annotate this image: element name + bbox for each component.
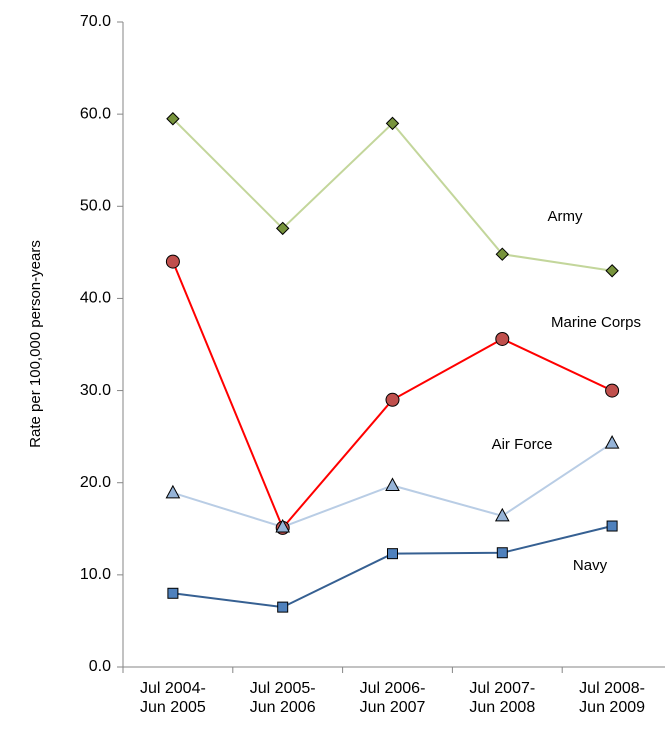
y-tick-label: 70.0 [80,13,111,30]
y-tick-label: 20.0 [80,474,111,491]
marker [385,477,400,491]
marker [165,484,181,499]
marker [496,547,508,559]
marker [605,264,619,278]
series-line [172,118,613,272]
y-tick-label: 10.0 [80,566,111,583]
x-tick-label-box: Jul 2006-Jun 2007 [359,680,426,716]
marker [385,116,400,131]
x-tick-label: Jul 2006-Jun 2007 [359,680,426,716]
x-tick-label-box: Jul 2005-Jun 2006 [249,680,316,716]
series-label: Marine Corps [551,314,641,331]
marker [387,548,398,560]
y-tick-label: 30.0 [80,382,111,399]
marker [495,247,510,261]
marker [385,392,400,407]
y-axis-title: Rate per 100,000 person-years [27,240,44,448]
y-tick-label: 50.0 [80,198,111,215]
x-tick-label-box: Jul 2007-Jun 2008 [469,680,536,716]
x-tick-label: Jul 2008-Jun 2009 [579,680,646,716]
marker [167,587,179,599]
marker [166,112,180,126]
series-label: Navy [573,557,608,574]
marker [606,520,618,532]
y-tick-label: 60.0 [80,105,111,122]
x-tick-label-box: Jul 2008-Jun 2009 [579,680,646,716]
x-tick-label: Jul 2007-Jun 2008 [469,680,536,716]
marker [275,518,291,533]
x-tick-label-box: Jul 2004-Jun 2005 [139,680,206,716]
marker [277,601,289,613]
marker [165,254,180,269]
x-tick-label: Jul 2004-Jun 2005 [139,680,206,716]
marker [494,507,510,522]
series-line [172,525,613,609]
series-label: Army [548,208,583,225]
marker [275,221,290,236]
y-tick-label: 40.0 [80,290,111,307]
series-label: Air Force [492,436,553,453]
marker [495,331,510,346]
marker [605,383,620,398]
x-tick-label: Jul 2005-Jun 2006 [249,680,316,716]
y-tick-label: 0.0 [89,658,111,675]
marker [604,435,620,449]
